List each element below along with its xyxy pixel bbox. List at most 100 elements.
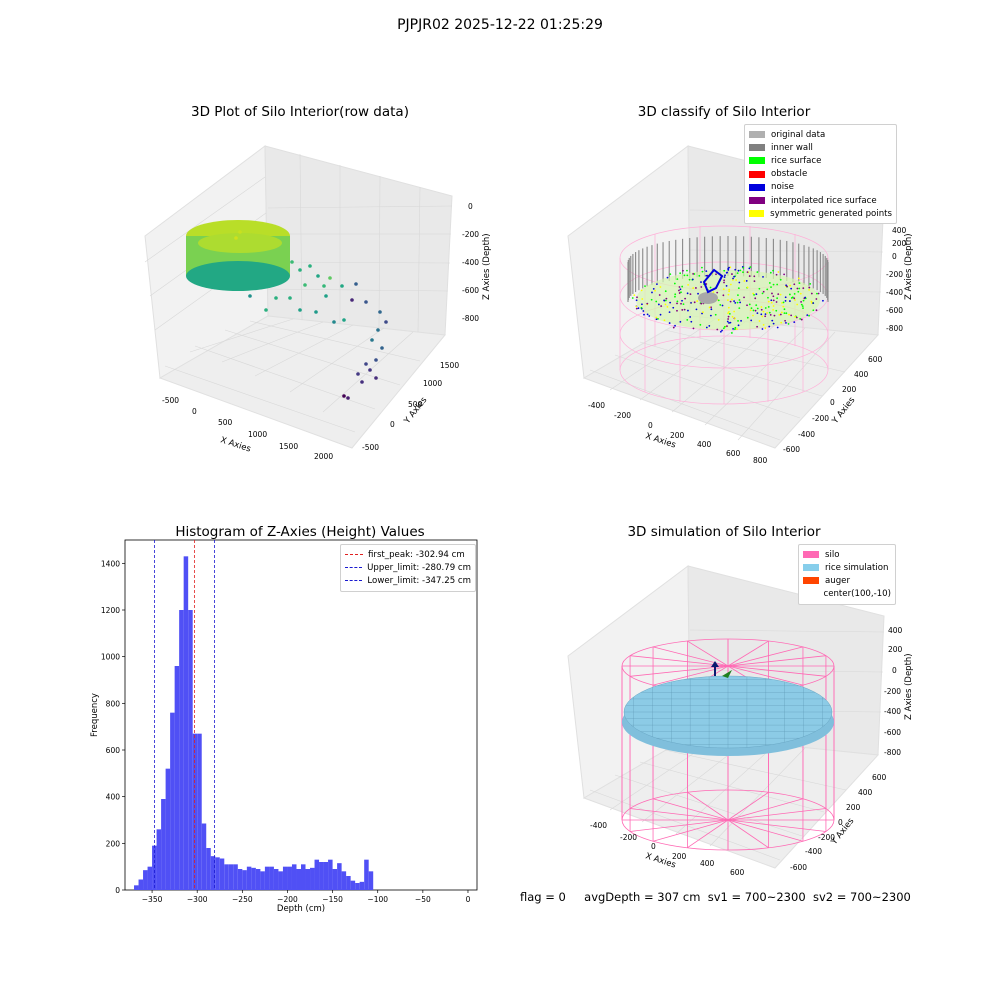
p2-data-point [737, 287, 740, 290]
p1-data-point [314, 310, 318, 314]
legend-swatch [803, 591, 817, 598]
p2-data-point [793, 297, 796, 300]
p1-data-point [374, 376, 378, 380]
p2-data-point [731, 298, 733, 301]
p4-silo-spoke [687, 819, 729, 849]
p2-data-point [775, 309, 778, 312]
hist-bar [260, 871, 265, 890]
p2-data-point [723, 325, 726, 328]
p2-data-point [644, 285, 646, 288]
p2-data-point [764, 307, 767, 309]
p4-silo-spoke [727, 819, 769, 849]
hist-bar [332, 869, 338, 890]
p1-data-point [264, 308, 268, 312]
p2-xtick: 400 [697, 440, 712, 449]
p2-data-point [770, 301, 773, 304]
legend-swatch [749, 183, 765, 191]
p2-data-point [772, 308, 774, 311]
legend-item: symmetric generated points [749, 207, 892, 220]
p2-data-point [776, 326, 779, 329]
p2-data-point [740, 319, 742, 322]
p2-data-point [732, 327, 735, 330]
p2-data-point [767, 300, 770, 303]
hist-x-ticks: −350 −300 −250 −200 −150 −100 −50 0 [142, 890, 471, 904]
p2-data-point [750, 319, 753, 322]
p2-data-point [637, 307, 640, 310]
p2-original-data-point [698, 292, 718, 304]
p2-data-point [797, 277, 800, 280]
p4-ytick: 600 [872, 773, 887, 782]
p2-data-point [762, 310, 765, 313]
p4-ytick: -400 [805, 847, 822, 856]
p2-data-point [785, 312, 788, 315]
p2-xtick: -400 [588, 401, 605, 410]
p2-data-point [789, 300, 791, 302]
p4-xtick: 400 [700, 859, 715, 868]
hist-title: Histogram of Z-Axies (Height) Values [175, 524, 425, 540]
p2-data-point [769, 314, 772, 316]
hist-bar [170, 712, 175, 890]
p4-ztick: -600 [884, 728, 901, 737]
p2-data-point [815, 309, 818, 312]
p2-data-point [784, 296, 787, 299]
p4-silo-spoke [727, 640, 769, 667]
hist-bar [368, 871, 374, 890]
p2-data-point [764, 313, 767, 316]
hist-bar [323, 862, 329, 890]
hist-xtick-label: −350 [142, 895, 163, 904]
legend-swatch [803, 564, 819, 572]
p2-data-point [686, 274, 689, 277]
legend-item: first_peak: -302.94 cm [345, 548, 471, 561]
p2-ztick: -800 [886, 324, 903, 333]
p1-data-point [384, 320, 388, 324]
p1-xtick: -500 [162, 396, 179, 405]
p4-silo-spoke [630, 819, 729, 832]
p2-data-point [783, 308, 786, 311]
p2-data-point [641, 298, 644, 300]
p2-data-point [692, 272, 695, 275]
legend-swatch [749, 210, 765, 218]
p2-data-point [700, 286, 703, 288]
legend-line [345, 554, 363, 556]
p2-data-point [681, 285, 684, 288]
plot2-axes: -400 -200 0 200 400 600 800 X Axies -600… [567, 145, 914, 465]
p2-data-point [722, 288, 725, 291]
p4-ytick: 0 [838, 818, 843, 827]
hist-bar [282, 866, 288, 890]
p2-data-point [679, 320, 682, 323]
p2-data-point [754, 297, 757, 300]
p2-data-point [749, 309, 752, 312]
p4-rice-mesh [624, 676, 832, 748]
plot1-title: 3D Plot of Silo Interior(row data) [191, 104, 409, 120]
p2-data-point [719, 304, 722, 306]
p2-data-point [800, 300, 802, 303]
p2-data-point [646, 313, 649, 316]
legend-line [345, 580, 363, 582]
sv2-text: sv2 = 700~2300 [812, 890, 911, 904]
p2-data-point [737, 324, 740, 327]
p1-data-point [298, 268, 302, 272]
p2-data-point [660, 305, 663, 307]
p2-data-point [723, 269, 726, 272]
p1-data-point [324, 294, 328, 298]
p2-data-point [750, 307, 753, 310]
hist-ytick-label: 200 [106, 839, 121, 848]
p4-xtick: -400 [590, 821, 607, 830]
hist-bar [143, 870, 148, 890]
hist-bar [179, 610, 184, 890]
p2-data-point [710, 306, 712, 309]
p2-data-point [772, 283, 775, 286]
p2-data-point [680, 291, 682, 294]
p2-data-point [702, 311, 704, 314]
p4-ytick: -600 [790, 863, 807, 872]
p2-data-point [798, 282, 801, 285]
hist-bar [296, 869, 301, 890]
p2-data-point [698, 274, 701, 277]
hist-bar [210, 856, 216, 890]
p2-data-point [786, 285, 788, 288]
p4-silo-spoke [727, 819, 826, 832]
hist-xtick-label: 0 [466, 895, 471, 904]
p2-data-point [793, 283, 796, 286]
p2-data-point [793, 321, 796, 324]
p2-ztick: -600 [886, 306, 903, 315]
